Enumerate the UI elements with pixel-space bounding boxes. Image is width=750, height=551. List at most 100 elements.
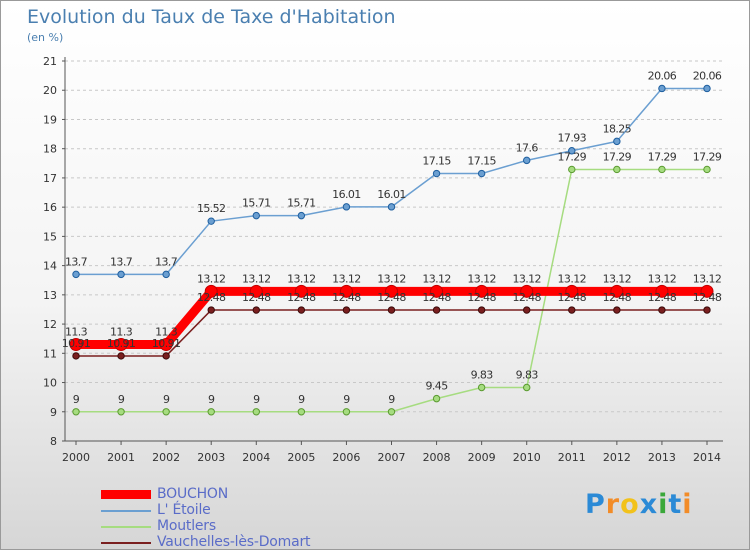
- data-point-moutlers: [207, 408, 215, 416]
- data-point-moutlers: [613, 165, 621, 174]
- data-label-l-etoile: 17.15: [467, 155, 496, 168]
- x-tick-label: 2010: [513, 451, 541, 464]
- x-tick-label: 2003: [197, 451, 225, 464]
- data-label-moutlers: 9.45: [426, 380, 449, 393]
- data-label-moutlers: 17.29: [558, 150, 587, 163]
- legend-item-moutlers[interactable]: Moutlers: [101, 518, 361, 535]
- legend-item-l-etoile[interactable]: L' Étoile: [101, 502, 361, 519]
- data-label-vauchelles: 12.48: [512, 291, 541, 304]
- y-tick-label: 16: [43, 201, 57, 214]
- data-label-l-etoile: 17.93: [558, 132, 587, 145]
- data-label-vauchelles: 12.48: [242, 291, 271, 304]
- data-label-moutlers: 9: [73, 393, 80, 406]
- y-tick-label: 9: [50, 406, 57, 419]
- data-point-moutlers: [387, 408, 396, 416]
- x-tick-label: 2000: [62, 451, 90, 464]
- data-label-moutlers: 9: [208, 393, 215, 406]
- data-point-l-etoile: [477, 169, 486, 178]
- y-tick-label: 17: [43, 172, 57, 185]
- data-label-moutlers: 17.29: [648, 150, 677, 163]
- data-point-l-etoile: [432, 169, 441, 178]
- x-tick-label: 2013: [648, 451, 676, 464]
- data-label-layer: 11.3 11.3 11.3 13.12 13.12 13.12 13.12 13.12 13.…: [62, 69, 723, 406]
- data-label-bouchon: 13.12: [197, 272, 226, 285]
- data-point-l-etoile: [252, 211, 260, 220]
- data-point-bouchon: [520, 284, 534, 298]
- data-label-vauchelles: 10.91: [152, 337, 181, 350]
- data-point-vauchelles: [613, 306, 621, 314]
- data-point-l-etoile: [523, 156, 531, 165]
- data-point-bouchon: [159, 338, 173, 352]
- x-tick-label: 2009: [468, 451, 496, 464]
- data-point-vauchelles: [523, 306, 531, 314]
- y-tick-label: 8: [50, 435, 57, 448]
- data-label-vauchelles: 10.91: [62, 337, 91, 350]
- legend-label: Moutlers: [157, 518, 216, 534]
- data-label-vauchelles: 12.48: [377, 291, 406, 304]
- data-point-bouchon: [204, 284, 218, 298]
- data-point-vauchelles: [207, 306, 215, 314]
- data-label-vauchelles: 12.48: [332, 291, 361, 304]
- legend-label: BOUCHON: [157, 486, 229, 502]
- data-label-l-etoile: 17.15: [422, 155, 451, 168]
- data-point-bouchon: [385, 284, 398, 298]
- logo-letter: t: [668, 489, 683, 520]
- data-point-l-etoile: [117, 270, 125, 279]
- data-label-moutlers: 9: [253, 393, 260, 406]
- data-point-bouchon: [610, 284, 624, 298]
- legend-label: L' Étoile: [157, 502, 211, 518]
- y-tick-label: 18: [43, 143, 57, 156]
- data-label-bouchon: 13.12: [287, 272, 316, 285]
- data-label-vauchelles: 12.48: [558, 291, 587, 304]
- data-point-vauchelles: [387, 306, 396, 314]
- data-label-moutlers: 17.29: [693, 150, 722, 163]
- data-label-vauchelles: 12.48: [693, 291, 722, 304]
- data-point-moutlers: [703, 165, 711, 174]
- data-point-moutlers: [72, 408, 80, 416]
- data-label-l-etoile: 13.7: [155, 255, 178, 268]
- data-label-moutlers: 9.83: [471, 369, 494, 382]
- chart-unit: (en %): [27, 31, 64, 44]
- data-label-vauchelles: 10.91: [107, 337, 136, 350]
- data-label-bouchon: 13.12: [422, 272, 451, 285]
- logo-letter: i: [682, 489, 693, 520]
- legend-item-bouchon[interactable]: BOUCHON: [101, 486, 361, 503]
- data-label-l-etoile: 20.06: [648, 69, 677, 82]
- logo-letter: P: [585, 489, 606, 520]
- logo-letter: x: [639, 489, 659, 520]
- data-point-moutlers: [297, 408, 306, 416]
- data-point-l-etoile: [72, 270, 80, 279]
- data-label-moutlers: 17.29: [603, 150, 632, 163]
- logo-letter: o: [620, 489, 640, 520]
- y-tick-label: 15: [43, 230, 57, 243]
- data-point-bouchon: [339, 284, 353, 298]
- data-point-l-etoile: [207, 217, 215, 225]
- data-label-l-etoile: 13.7: [110, 255, 133, 268]
- data-point-l-etoile: [387, 203, 396, 211]
- data-point-moutlers: [568, 165, 576, 174]
- data-label-l-etoile: 16.01: [377, 188, 406, 201]
- data-label-bouchon: 13.12: [242, 272, 271, 285]
- legend-swatch-l-etoile: [101, 510, 151, 512]
- data-label-bouchon: 13.12: [648, 272, 677, 285]
- grid-layer: [65, 60, 723, 442]
- legend-swatch-moutlers: [101, 526, 151, 528]
- y-tick-label: 14: [43, 260, 57, 273]
- data-point-bouchon: [249, 284, 263, 298]
- data-point-bouchon: [294, 284, 308, 298]
- data-point-l-etoile: [568, 147, 576, 155]
- series-line-l-etoile: [75, 87, 708, 276]
- data-point-vauchelles: [342, 306, 351, 314]
- data-label-vauchelles: 12.48: [287, 291, 316, 304]
- legend-item-vauchelles[interactable]: Vauchelles-lès-Domart: [101, 534, 361, 551]
- x-tick-label: 2011: [558, 451, 586, 464]
- y-tick-label: 20: [43, 84, 57, 97]
- series-layer: [69, 84, 714, 416]
- data-point-vauchelles: [477, 306, 486, 314]
- data-label-bouchon: 13.12: [332, 272, 361, 285]
- data-point-bouchon: [700, 284, 714, 298]
- x-tick-label: 2014: [693, 451, 721, 464]
- y-tick-label: 13: [43, 289, 57, 302]
- axis-layer: 8 9 10 11 12 13 14 15 16 17 18 19 20 21 2000 2001 2002 20…: [43, 55, 723, 464]
- y-tick-label: 12: [43, 318, 57, 331]
